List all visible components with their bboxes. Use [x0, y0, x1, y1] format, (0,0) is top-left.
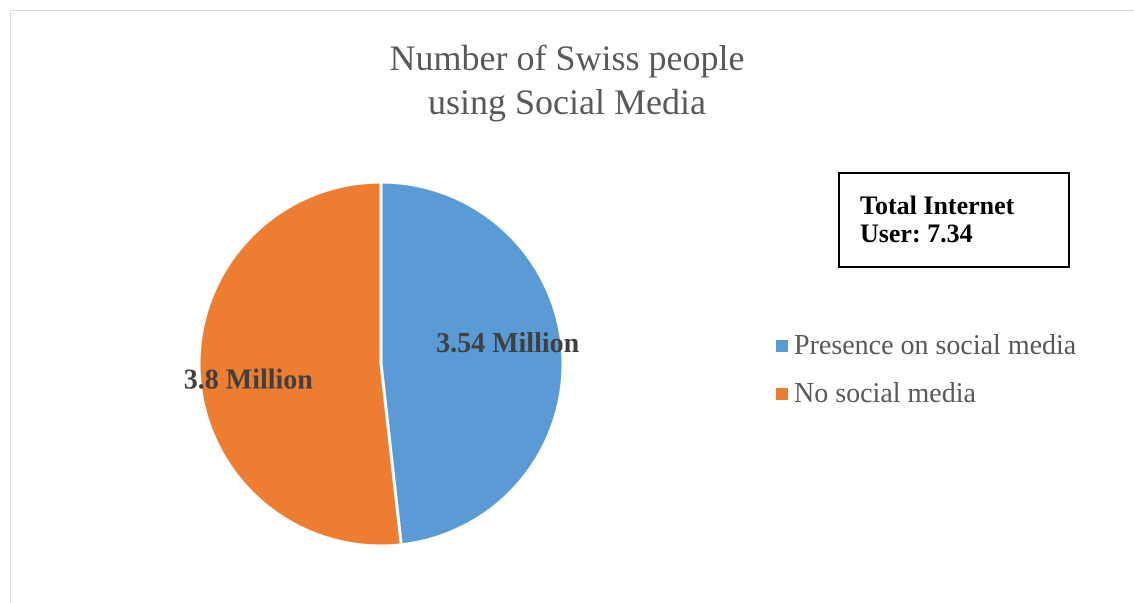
total-users-annotation: Total Internet User: 7.34	[838, 172, 1070, 268]
legend-item-presence: Presence on social media	[776, 322, 1076, 370]
legend-item-no-social: No social media	[776, 370, 1076, 418]
legend-swatch-presence	[776, 340, 788, 352]
pie-slice-presence	[381, 182, 563, 545]
data-label-no-social: 3.8 Million	[184, 365, 314, 396]
annotation-text: Total Internet User: 7.34	[860, 192, 1014, 248]
data-label-presence: 3.54 Million	[436, 328, 580, 359]
legend-label-presence: Presence on social media	[794, 330, 1076, 362]
legend-label-no-social: No social media	[794, 378, 976, 410]
legend: Presence on social media No social media	[776, 322, 1076, 418]
legend-swatch-no-social	[776, 388, 788, 400]
